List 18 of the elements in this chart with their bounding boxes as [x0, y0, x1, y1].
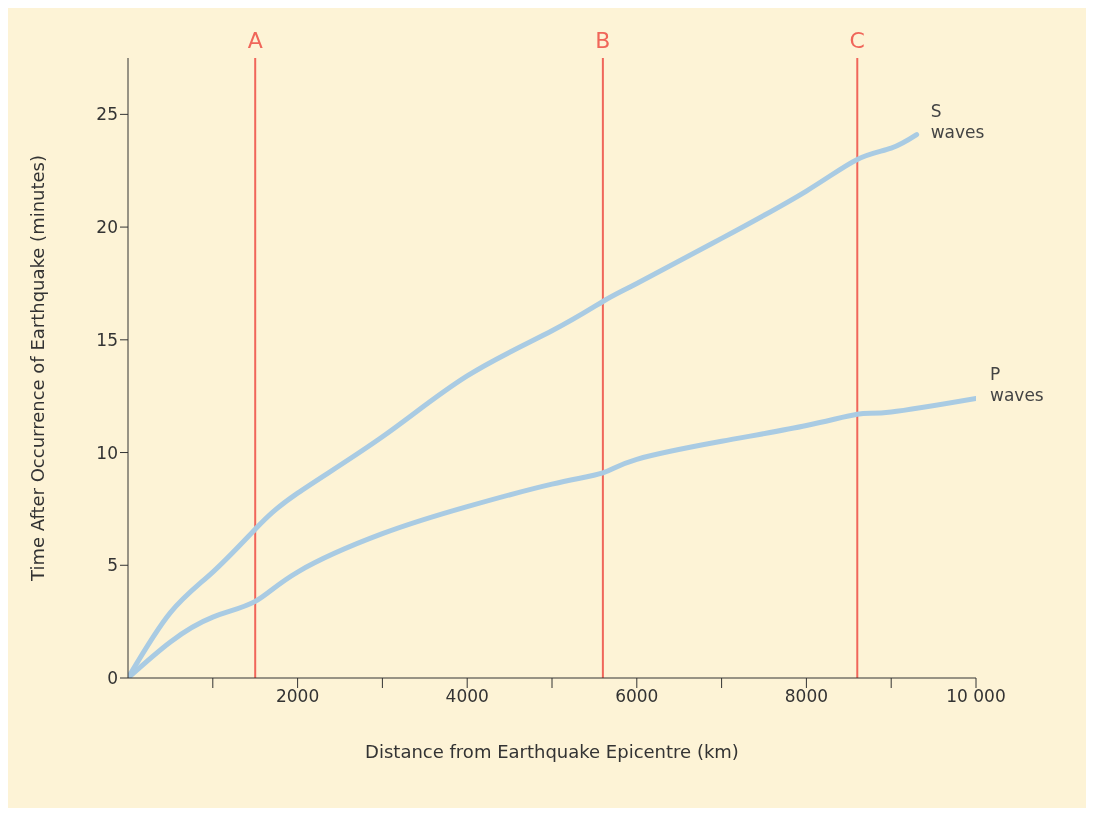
x-tick-label: 8000	[784, 686, 829, 707]
x-tick-label: 6000	[615, 686, 659, 707]
y-tick-label: 5	[107, 555, 118, 576]
y-tick-label: 25	[96, 104, 118, 125]
ref-line-label: A	[247, 28, 263, 53]
y-tick-label: 10	[96, 442, 118, 463]
x-tick-label: 10 000	[946, 686, 1006, 707]
x-axis-title: Distance from Earthquake Epicentre (km)	[365, 741, 739, 762]
series-label: P waves	[990, 364, 1044, 406]
y-axis-title: Time After Occurrence of Earthquake (minutes)	[27, 154, 49, 583]
x-tick-label: 2000	[275, 686, 320, 707]
ref-line-label: C	[849, 28, 865, 53]
x-tick-label: 4000	[445, 686, 489, 707]
y-tick-label: 20	[96, 217, 118, 238]
y-tick-label: 0	[107, 668, 118, 689]
y-tick-label: 15	[96, 329, 118, 350]
series-label: S waves	[930, 100, 985, 142]
ref-line-label: B	[595, 28, 611, 53]
